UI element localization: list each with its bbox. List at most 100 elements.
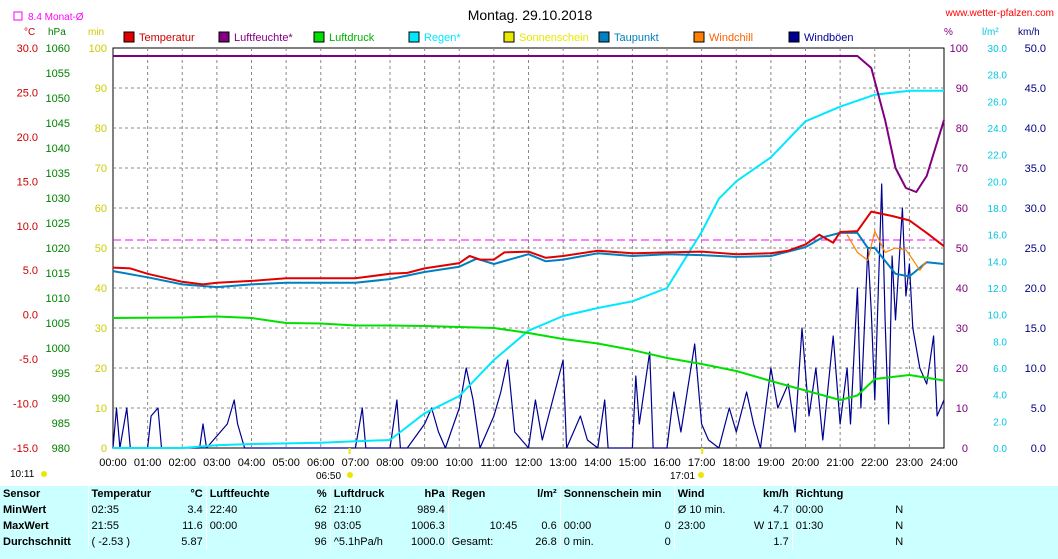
humidity-tick-label: 70 xyxy=(956,163,968,175)
pressure-tick-label: 1000 xyxy=(46,343,70,355)
x-tick-label: 04:00 xyxy=(238,457,266,469)
stats-sun-value: 0 xyxy=(664,520,671,532)
humidity-tick-label: 40 xyxy=(956,283,968,295)
temp-tick-label: 25.0 xyxy=(17,87,38,99)
rain-tick-label: 26.0 xyxy=(988,97,1008,108)
legend-swatch xyxy=(788,31,800,43)
sun-tick-label: 70 xyxy=(95,163,107,175)
pressure-tick-label: 1035 xyxy=(46,168,70,180)
grid-lines xyxy=(112,47,945,449)
temp-tick-label: 10.0 xyxy=(17,221,38,233)
sun-tick-label: 10 xyxy=(95,403,107,415)
stats-pressure-value: 1006.3 xyxy=(411,520,445,532)
stats-header-druck-unit: hPa xyxy=(424,488,445,500)
rain-tick-label: 28.0 xyxy=(988,71,1008,82)
legend-label: Regen* xyxy=(424,32,461,44)
stats-rain-time: Gesamt: xyxy=(447,534,521,550)
wind-tick-label: 30.0 xyxy=(1025,203,1046,215)
daylength-label: 10:11 xyxy=(10,469,35,480)
stats-header-feuchte-unit: % xyxy=(316,488,327,500)
rain-tick-label: 18.0 xyxy=(988,204,1008,215)
stats-rain-time: 10:45 xyxy=(447,518,521,534)
legend-label: Temperatur xyxy=(139,32,195,44)
rain-tick-label: 8.0 xyxy=(993,337,1007,348)
stats-wind-time xyxy=(673,534,741,550)
temp-unit-label: °C xyxy=(24,27,35,38)
pressure-tick-label: 990 xyxy=(52,393,70,405)
legend-label: Luftfeuchte* xyxy=(234,32,293,44)
sun-tick-label: 30 xyxy=(95,323,107,335)
pressure-tick-label: 980 xyxy=(52,443,70,455)
stats-sun-value xyxy=(640,502,674,518)
stats-wind-value: 1.7 xyxy=(773,536,789,548)
stats-dir-value: N xyxy=(895,504,904,516)
axis-labels: 30.0 25.0 20.0 15.0 10.0 5.0 0.0 -5.0 -10.0 -15.0… xyxy=(13,27,1046,469)
rain-unit-label: l/m² xyxy=(982,27,999,38)
stats-rain-value: 26.8 xyxy=(535,536,557,548)
rain-tick-label: 30.0 xyxy=(988,44,1008,55)
wind-unit-label: km/h xyxy=(1018,27,1040,38)
humidity-unit-label: % xyxy=(944,27,953,38)
stats-dir-time: 01:30 xyxy=(791,518,877,534)
temp-tick-label: -15.0 xyxy=(13,443,38,455)
stats-header-richtung: Richtung xyxy=(791,486,907,502)
stats-pressure-value: 1000.0 xyxy=(411,536,445,548)
wind-tick-label: 15.0 xyxy=(1025,323,1046,335)
legend-label: Sonnenschein xyxy=(519,32,589,44)
wind-tick-label: 5.0 xyxy=(1031,403,1046,415)
stats-temp-value: 3.4 xyxy=(187,504,203,516)
stats-dir-value: N xyxy=(895,536,904,548)
stats-header-row: Sensor Temperatur °C Luftfeuchte % Luftd… xyxy=(0,486,907,502)
stats-header-sonne: Sonnenschein min xyxy=(559,486,675,502)
stats-humidity-time: 00:00 xyxy=(205,518,277,534)
humidity-tick-label: 20 xyxy=(956,363,968,375)
humidity-tick-label: 50 xyxy=(956,243,968,255)
rain-tick-label: 16.0 xyxy=(988,231,1008,242)
stats-pressure-time: ^5.1hPa/h xyxy=(329,534,403,550)
sun-tick-label: 100 xyxy=(89,43,107,55)
series-luftdruck-line xyxy=(112,315,945,401)
x-tick-label: 06:00 xyxy=(307,457,335,469)
stats-row: MaxWert 21:55 11.6 00:00 98 03:05 1006.3… xyxy=(0,518,906,534)
stats-temp-time: ( -2.53 ) xyxy=(87,534,155,550)
rain-tick-label: 24.0 xyxy=(988,124,1008,135)
rain-tick-label: 20.0 xyxy=(988,177,1008,188)
stats-pressure-value: 989.4 xyxy=(417,504,445,516)
series-regen-line xyxy=(113,89,944,449)
stats-temp-time: 21:55 xyxy=(87,518,155,534)
wind-tick-label: 25.0 xyxy=(1025,243,1046,255)
wind-tick-label: 10.0 xyxy=(1025,363,1046,375)
stats-header-regen-unit: l/m² xyxy=(537,488,557,500)
stats-row-label: Durchschnitt xyxy=(3,536,71,548)
temp-tick-label: -10.0 xyxy=(13,399,38,411)
rain-tick-label: 12.0 xyxy=(988,284,1008,295)
legend-label: Windböen xyxy=(804,32,854,44)
legend-swatch xyxy=(693,31,705,43)
legend-swatch xyxy=(598,31,610,43)
site-url[interactable]: www.wetter-pfalzen.com xyxy=(945,8,1054,19)
rain-tick-label: 6.0 xyxy=(993,364,1007,375)
rain-tick-label: 0.0 xyxy=(993,444,1007,455)
pressure-tick-label: 1030 xyxy=(46,193,70,205)
statistics-table: Sensor Temperatur °C Luftfeuchte % Luftd… xyxy=(0,486,907,550)
sunrise-sun-icon xyxy=(347,472,353,478)
sun-tick-label: 40 xyxy=(95,283,107,295)
stats-rain-value: 0.6 xyxy=(541,520,557,532)
x-tick-label: 01:00 xyxy=(134,457,162,469)
stats-dir-time: 00:00 xyxy=(791,502,877,518)
stats-humidity-time: 22:40 xyxy=(205,502,277,518)
sun-tick-label: 90 xyxy=(95,83,107,95)
pressure-tick-label: 1025 xyxy=(46,218,70,230)
sun-tick-label: 20 xyxy=(95,363,107,375)
wind-tick-label: 40.0 xyxy=(1025,123,1046,135)
wind-tick-label: 20.0 xyxy=(1025,283,1046,295)
legend-swatch xyxy=(408,31,420,43)
sun-tick-label: 60 xyxy=(95,203,107,215)
legend-label: Windchill xyxy=(709,32,753,44)
temp-tick-label: 0.0 xyxy=(23,310,38,322)
stats-dir-time xyxy=(791,534,877,550)
rain-tick-label: 2.0 xyxy=(993,417,1007,428)
stats-temp-value: 11.6 xyxy=(182,520,203,532)
humidity-tick-label: 10 xyxy=(956,403,968,415)
x-tick-label: 21:00 xyxy=(826,457,854,469)
